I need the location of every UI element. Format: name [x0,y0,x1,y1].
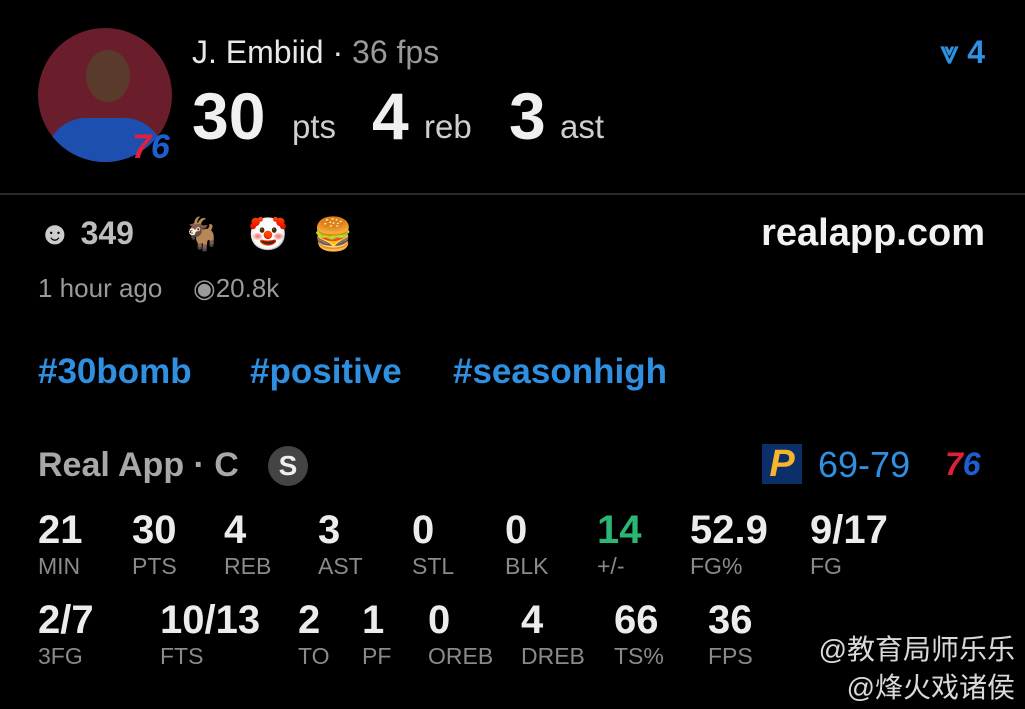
player-name-line[interactable]: J. Embiid · 36 fps [192,34,440,70]
watermark-1: @教育局师乐乐 [818,634,1015,665]
hashtag[interactable]: #seasonhigh [453,352,667,391]
player-head [86,50,130,102]
stat-value-tsx: 66 [614,598,659,642]
hashtag[interactable]: #positive [250,352,402,391]
stat-label: TO [298,643,330,669]
stat-value-fgx: 52.9 [690,508,768,552]
pts-value: 30 [192,79,266,153]
watermark-2: @烽火戏诸侯 [846,672,1015,703]
rank-badge[interactable]: ⩔ 4 [940,34,985,72]
stat-label: 3FG [38,643,83,669]
sixers-logo: 76 [945,446,981,482]
views: ◉20.8k [193,273,279,304]
stat-value-xxx: 14 [597,508,642,552]
score-home: 69 [818,444,859,485]
stat-value-to: 2 [298,598,321,642]
stat-label: AST [318,553,363,579]
game-score[interactable]: 69-79 [818,444,911,485]
stat-value-reb: 4 [224,508,247,552]
stat-value-fg: 9/17 [810,508,888,552]
divider [0,193,1025,195]
burger-emoji[interactable]: 🍔 [313,216,353,252]
pts-unit: pts [292,108,337,145]
player-jersey [46,118,164,162]
stat-label: MIN [38,553,81,579]
stat-label: +/- [597,553,625,579]
player-fps: 36 fps [352,34,440,70]
site-link[interactable]: realapp.com [761,212,985,254]
ast-unit: ast [560,108,605,145]
stat-value-min: 21 [38,508,83,552]
player-avatar[interactable] [38,28,172,162]
player-name: J. Embiid [192,34,324,70]
stat-label: BLK [505,553,549,579]
stat-label: FPS [708,643,753,669]
smiley-reaction[interactable]: ☻ 349 [38,215,134,252]
ast-value: 3 [509,79,546,153]
stat-value-3fg: 2/7 [38,598,94,642]
reb-unit: reb [424,108,472,145]
stat-value-fps: 36 [708,598,753,642]
stat-value-dreb: 4 [521,598,544,642]
smiley-count: 349 [80,215,134,251]
goat-emoji[interactable]: 🐐 [182,216,222,252]
source-badge: S [268,446,308,486]
team-logo-76: 76 [132,128,170,166]
clown-emoji[interactable]: 🤡 [248,216,288,252]
eye-icon: ◉ [193,273,216,303]
stat-label: PTS [132,553,177,579]
stat-label: TS% [614,643,664,669]
stat-label: FTS [160,643,204,669]
pacers-logo: P [762,444,802,484]
stat-value-ast: 3 [318,508,341,552]
stat-value-blk: 0 [505,508,528,552]
hashtag[interactable]: #30bomb [38,352,192,391]
stat-label: FG% [690,553,743,579]
stat-value-oreb: 0 [428,598,451,642]
score-away: 79 [870,444,911,485]
stat-label: PF [362,643,392,669]
reb-value: 4 [372,79,409,153]
stat-label: FG [810,553,842,579]
stat-value-fts: 10/13 [160,598,261,642]
smiley-icon: ☻ [38,215,72,251]
view-count: 20.8k [215,273,280,303]
stat-label: STL [412,553,455,579]
stat-value-pts: 30 [132,508,177,552]
source-label: Real App · C [38,446,239,484]
stat-label: OREB [428,643,494,669]
rank-value: 4 [967,34,985,70]
stat-value-pf: 1 [362,598,385,642]
stat-label: REB [224,553,272,579]
post-time: 1 hour ago [38,273,163,303]
rank-arrow-icon: ⩔ [940,34,959,70]
stat-value-stl: 0 [412,508,435,552]
stat-label: DREB [521,643,585,669]
